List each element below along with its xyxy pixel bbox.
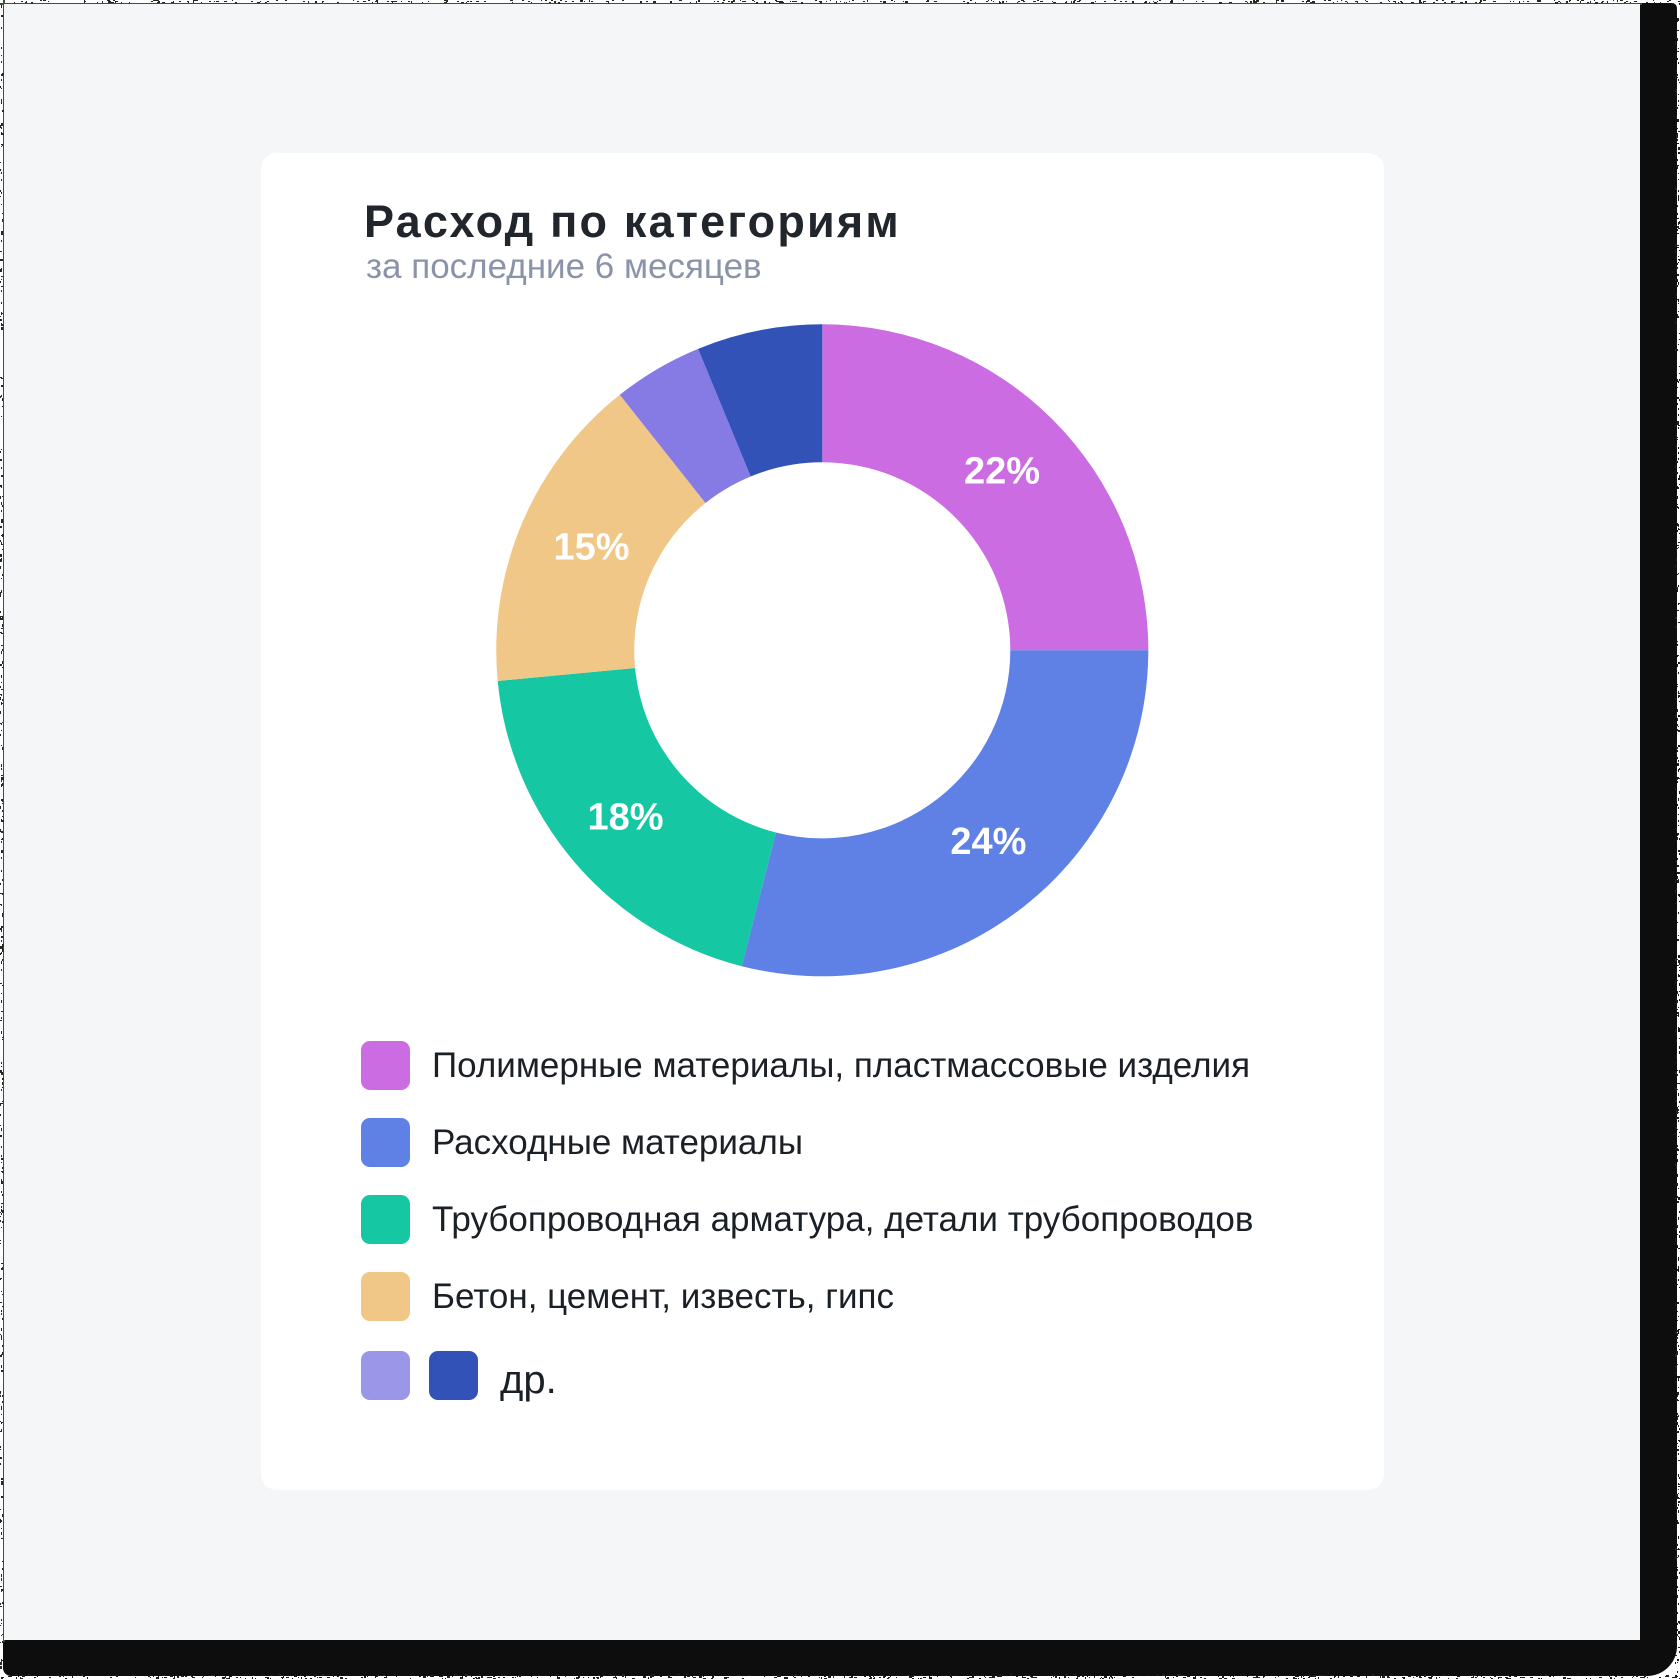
svg-text:15%: 15% <box>553 527 629 569</box>
svg-text:18%: 18% <box>587 797 663 839</box>
svg-text:22%: 22% <box>964 451 1040 493</box>
svg-text:24%: 24% <box>950 821 1026 863</box>
